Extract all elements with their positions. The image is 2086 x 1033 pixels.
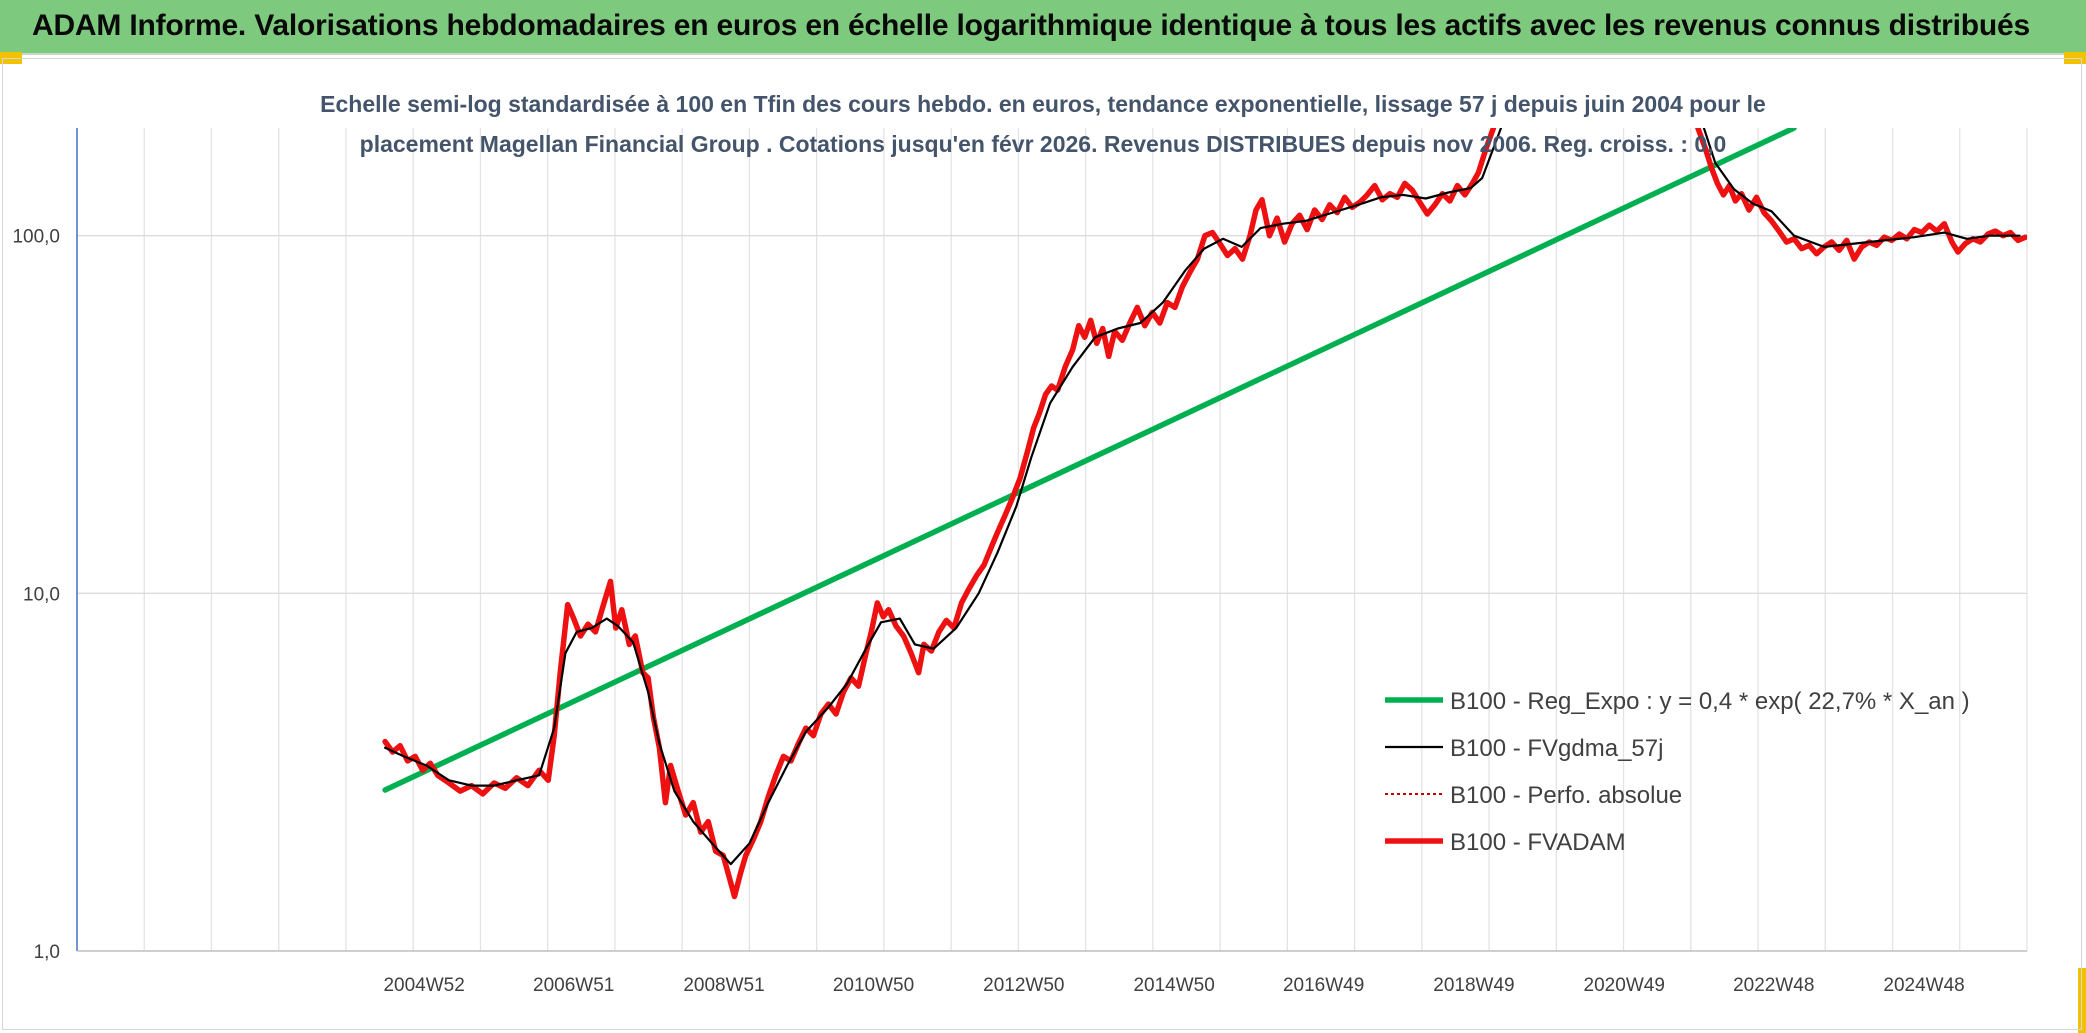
chart-subtitle-line-2: placement Magellan Financial Group . Cot…: [360, 131, 1727, 157]
series-layer: [382, 128, 2027, 900]
legend-item-fvadam-label: B100 - FVADAM: [1450, 829, 1626, 856]
y-tick-labels: 1,0 10,0 100,0: [12, 227, 60, 963]
smoothed-fv-line: [384, 128, 1503, 866]
smoothed-fv-line-after-gap: [1702, 128, 2021, 248]
y-tick-label: 10,0: [23, 584, 60, 605]
x-tick-label: 2016W49: [1283, 975, 1364, 996]
fvadam-line-after-gap: [1695, 128, 2027, 262]
x-tick-labels: 2004W52 2006W51 2008W51 2010W50 2012W50 2014W…: [383, 975, 1964, 996]
corner-marker-bottom-right: [2078, 968, 2086, 1033]
x-tick-label: 2010W50: [833, 975, 914, 996]
legend-item-absolute-label: B100 - Perfo. absolue: [1450, 782, 1682, 809]
x-tick-label: 2022W48: [1733, 975, 1814, 996]
fvadam-line: [382, 128, 1497, 900]
grid: [77, 128, 2028, 951]
x-tick-label: 2006W51: [533, 975, 614, 996]
x-tick-label: 2008W51: [683, 975, 764, 996]
axes: [76, 128, 2027, 952]
y-tick-label: 1,0: [34, 942, 60, 963]
x-tick-label: 2018W49: [1433, 975, 1514, 996]
x-tick-label: 2024W48: [1883, 975, 1964, 996]
legend: B100 - Reg_Expo : y = 0,4 * exp( 22,7% *…: [1385, 688, 1970, 856]
report-title: ADAM Informe. Valorisations hebdomadaire…: [32, 9, 2030, 42]
chart-subtitle-line-1: Echelle semi-log standardisée à 100 en T…: [320, 91, 1766, 117]
legend-item-regression-label: B100 - Reg_Expo : y = 0,4 * exp( 22,7% *…: [1450, 688, 1970, 715]
x-tick-label: 2004W52: [383, 975, 464, 996]
chart-frame: [2, 58, 2082, 1030]
y-tick-label: 100,0: [12, 227, 60, 248]
regression-trend-line: [382, 128, 1797, 793]
report-banner: ADAM Informe. Valorisations hebdomadaire…: [0, 0, 2086, 55]
x-tick-label: 2014W50: [1133, 975, 1214, 996]
x-tick-label: 2020W49: [1584, 975, 1665, 996]
x-tick-label: 2012W50: [983, 975, 1064, 996]
legend-item-smoothed-label: B100 - FVgdma_57j: [1450, 735, 1663, 762]
